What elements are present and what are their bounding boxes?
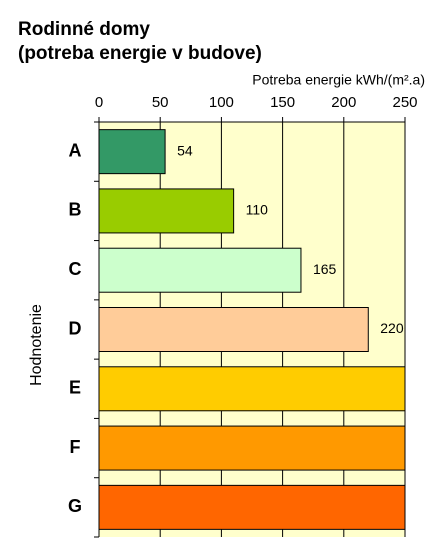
data-label: 54 — [177, 142, 193, 158]
x-tick-label: 50 — [152, 94, 169, 111]
y-tick-label: C — [69, 259, 82, 279]
bar — [98, 129, 166, 175]
x-tick-label: 250 — [392, 94, 417, 111]
bar — [98, 425, 406, 471]
y-tick-label: A — [69, 140, 82, 160]
bar — [98, 307, 369, 352]
y-tick-label: G — [68, 496, 82, 516]
y-tick-label: D — [69, 318, 82, 338]
bar — [98, 484, 406, 530]
y-axis-label: Hodnotenie — [28, 304, 45, 386]
data-label: 165 — [313, 261, 337, 277]
chart-subtitle: (potreba energie v budove) — [18, 43, 262, 64]
x-tick-label: 100 — [209, 94, 234, 111]
data-label: 110 — [246, 202, 269, 218]
y-tick-label: B — [69, 200, 82, 220]
x-axis-label: Potreba energie kWh/(m².a) — [252, 72, 425, 88]
bar — [98, 366, 406, 412]
bar — [98, 247, 302, 293]
y-tick-label: F — [70, 437, 81, 457]
x-tick-label: 200 — [331, 94, 356, 111]
y-tick-label: E — [69, 378, 81, 398]
x-tick-label: 150 — [270, 94, 295, 111]
bar — [98, 188, 235, 234]
chart-title: Rodinné domy — [18, 19, 150, 40]
x-tick-label: 0 — [95, 94, 103, 111]
data-label: 220 — [380, 320, 404, 336]
